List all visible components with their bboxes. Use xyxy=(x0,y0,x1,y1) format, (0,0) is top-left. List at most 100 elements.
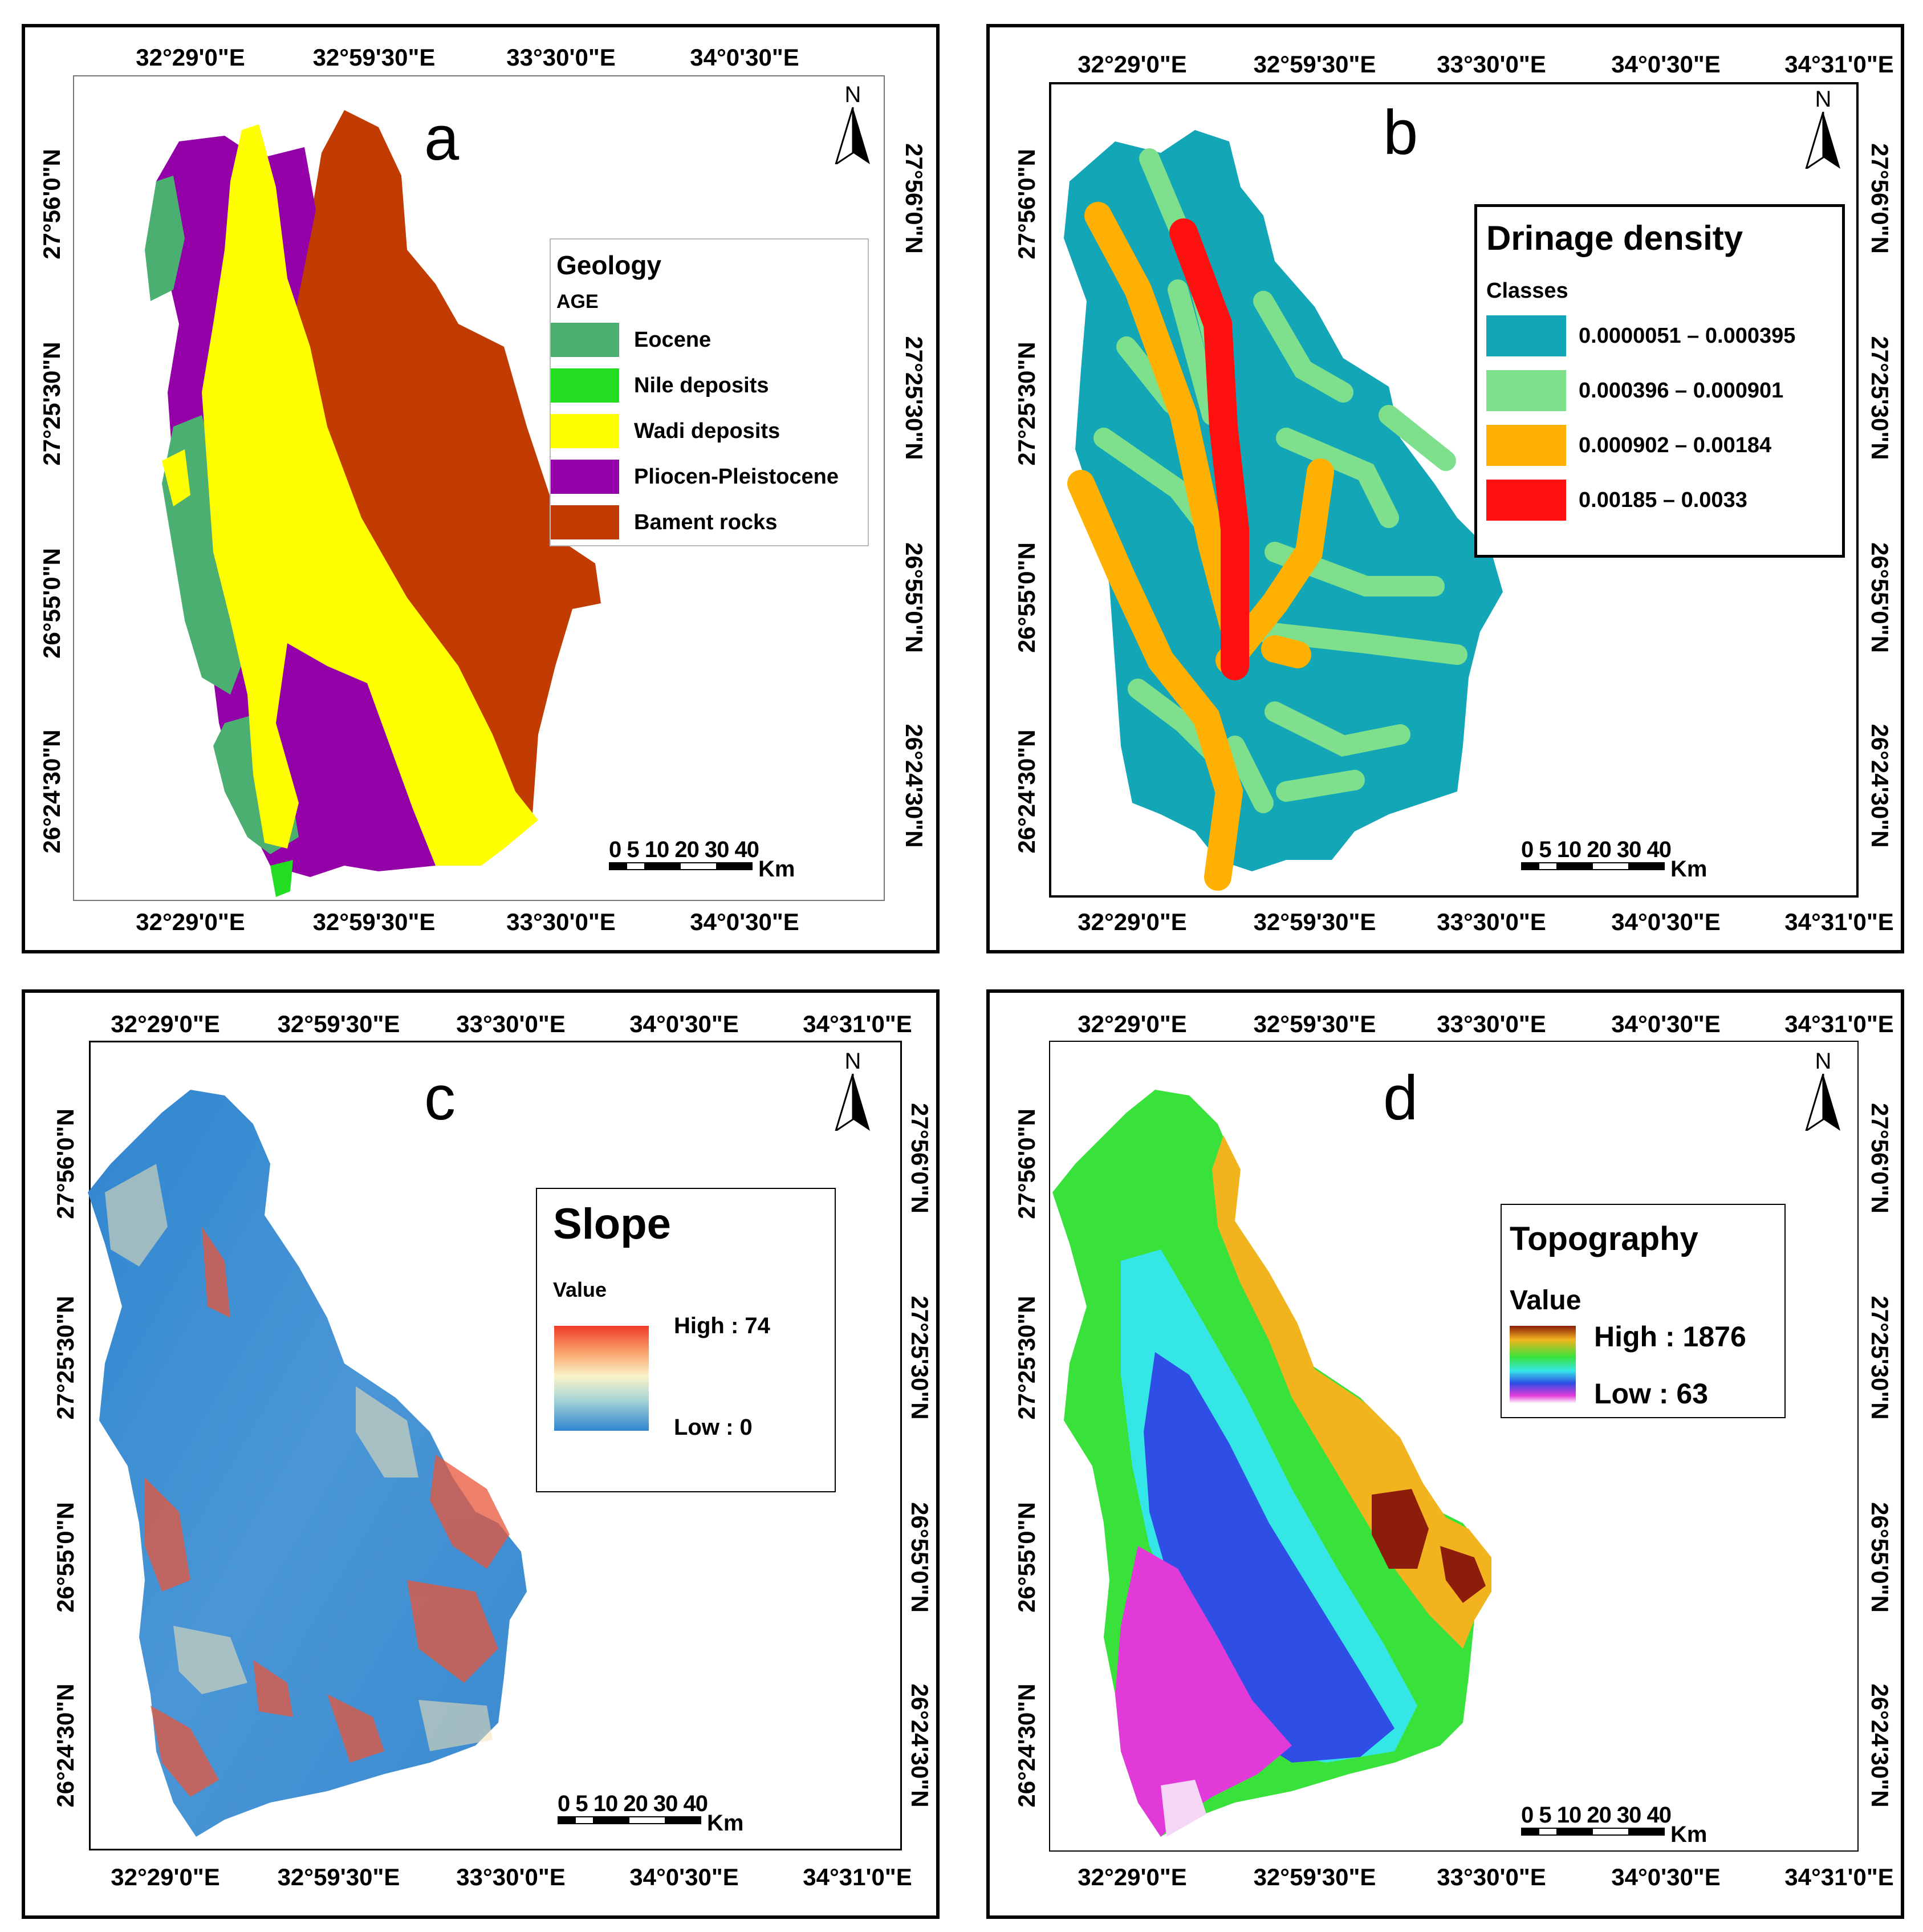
lon-top-a-2: 33°30'0"E xyxy=(506,44,616,71)
slope-map xyxy=(88,1090,527,1837)
lon-bottom-d-2: 33°30'0"E xyxy=(1437,1864,1546,1890)
north-label-b: N xyxy=(1815,87,1832,112)
north-arrow-a: N xyxy=(830,82,876,164)
lat-right-b-1: 27°25'30"N xyxy=(1867,336,1893,460)
scale-bar-a: 0 5 10 20 30 40 Km xyxy=(609,837,795,882)
legend-title: Geology xyxy=(556,250,662,280)
north-label-c: N xyxy=(844,1049,861,1074)
lon-top-d-0: 32°29'0"E xyxy=(1078,1010,1187,1037)
lon-bottom-d-4: 34°31'0"E xyxy=(1784,1864,1894,1890)
lon-bottom-a-0: 32°29'0"E xyxy=(136,908,245,935)
lon-top-c-3: 34°0'30"E xyxy=(629,1010,739,1037)
north-label: N xyxy=(844,82,861,107)
lon-bottom-d-3: 34°0'30"E xyxy=(1611,1864,1721,1890)
lat-right-d-3: 26°24'30"N xyxy=(1867,1683,1893,1808)
lat-right-b-3: 26°24'30"N xyxy=(1867,724,1893,848)
lat-right-c-2: 26°55'0"N xyxy=(906,1502,933,1613)
lat-left-c-2: 26°55'0"N xyxy=(52,1502,79,1613)
lat-left-c-3: 26°24'30"N xyxy=(52,1683,79,1808)
lon-bottom-b-3: 34°0'30"E xyxy=(1611,908,1721,935)
swatch-class-2 xyxy=(1486,370,1566,411)
legend-slope: Slope Value High : 74 Low : 0 xyxy=(536,1188,836,1492)
lon-top-b-0: 32°29'0"E xyxy=(1078,51,1187,78)
legend-topography: Topography Value High : 1876 Low : 63 xyxy=(1501,1204,1786,1418)
north-arrow-c: N xyxy=(830,1049,876,1131)
lat-right-a-3: 26°24'30"N xyxy=(901,724,928,848)
panel-c-slope: 32°29'0"E 32°59'30"E 33°30'0"E 34°0'30"E… xyxy=(22,989,940,1919)
lat-right-c-1: 27°25'30"N xyxy=(906,1296,933,1420)
lat-left-b-0: 27°56'0"N xyxy=(1013,149,1040,259)
very-high-density-channel xyxy=(1169,218,1249,680)
slope-high-label: High : 74 xyxy=(674,1313,770,1338)
slope-color-ramp xyxy=(554,1326,649,1431)
scale-unit-b: Km xyxy=(1670,857,1707,882)
lon-top-b-4: 34°31'0"E xyxy=(1784,51,1894,78)
lon-bottom-b-1: 32°59'30"E xyxy=(1253,908,1376,935)
legend-title-d: Topography xyxy=(1510,1220,1698,1257)
lon-top-d-4: 34°31'0"E xyxy=(1784,1010,1894,1037)
lat-left-d-3: 26°24'30"N xyxy=(1013,1683,1040,1808)
swatch-class-1 xyxy=(1486,315,1566,356)
legend-item-class-3: 0.000902 – 0.00184 xyxy=(1486,425,1771,466)
lat-right-c-0: 27°56'0"N xyxy=(906,1103,933,1213)
lat-right-b-2: 26°55'0"N xyxy=(1867,542,1893,653)
lat-left-c-0: 27°56'0"N xyxy=(52,1109,79,1219)
legend-item-class-1: 0.0000051 – 0.000395 xyxy=(1486,315,1795,356)
basement-rocks-region xyxy=(276,110,601,866)
legend-item-wadi-deposits: Wadi deposits xyxy=(551,414,780,448)
panel-letter-a: a xyxy=(424,103,460,173)
lon-bottom-c-1: 32°59'30"E xyxy=(277,1864,400,1890)
lon-top-b-1: 32°59'30"E xyxy=(1253,51,1376,78)
nile-deposits-region xyxy=(270,860,293,897)
legend-item-class-4: 0.00185 – 0.0033 xyxy=(1486,480,1747,521)
scale-ticks: 0 5 10 20 30 40 xyxy=(609,837,759,862)
scale-bar-b: 0 5 10 20 30 40 Km xyxy=(1521,837,1707,882)
lat-right-d-2: 26°55'0"N xyxy=(1867,1502,1893,1613)
drainage-density-map xyxy=(1064,130,1503,891)
legend-geology: Geology AGE Eocene Nile deposits Wadi de… xyxy=(550,238,869,546)
panel-letter-c: c xyxy=(424,1063,456,1133)
panel-b-drainage-density: 32°29'0"E 32°59'30"E 33°30'0"E 34°0'30"E… xyxy=(986,24,1904,953)
lon-bottom-d-1: 32°59'30"E xyxy=(1253,1864,1376,1890)
lon-top-a-0: 32°29'0"E xyxy=(136,44,245,71)
lon-top-d-2: 33°30'0"E xyxy=(1437,1010,1546,1037)
lon-top-d-1: 32°59'30"E xyxy=(1253,1010,1376,1037)
lon-top-b-3: 34°0'30"E xyxy=(1611,51,1721,78)
legend-item-bament-rocks: Bament rocks xyxy=(551,505,777,539)
swatch-pliocen-pleistocene xyxy=(551,460,619,494)
legend-title-c: Slope xyxy=(553,1200,671,1248)
lat-right-a-0: 27°56'0"N xyxy=(901,143,928,254)
swatch-nile-deposits xyxy=(551,368,619,403)
magenta-lowest-zone xyxy=(1115,1546,1292,1837)
topography-high-label: High : 1876 xyxy=(1594,1321,1746,1353)
panel-letter-d: d xyxy=(1383,1063,1418,1133)
north-arrow-d: N xyxy=(1800,1049,1846,1131)
high-density-channels xyxy=(1067,202,1334,891)
lon-bottom-c-3: 34°0'30"E xyxy=(629,1864,739,1890)
topography-color-ramp xyxy=(1510,1326,1576,1403)
lon-top-c-4: 34°31'0"E xyxy=(803,1010,912,1037)
lon-top-d-3: 34°0'30"E xyxy=(1611,1010,1721,1037)
lat-left-a-2: 26°55'0"N xyxy=(38,548,65,659)
lon-top-c-0: 32°29'0"E xyxy=(111,1010,220,1037)
lat-left-d-0: 27°56'0"N xyxy=(1013,1109,1040,1219)
scale-unit: Km xyxy=(758,857,795,882)
lon-top-a-1: 32°59'30"E xyxy=(312,44,436,71)
lat-left-a-1: 27°25'30"N xyxy=(38,342,65,466)
lat-left-a-3: 26°24'30"N xyxy=(38,729,65,854)
outlet-white-zone xyxy=(1161,1780,1206,1837)
lat-right-d-0: 27°56'0"N xyxy=(1867,1103,1893,1213)
scale-ticks-d: 0 5 10 20 30 40 xyxy=(1521,1803,1672,1828)
scale-unit-d: Km xyxy=(1670,1822,1707,1847)
lon-top-a-3: 34°0'30"E xyxy=(690,44,799,71)
north-label-d: N xyxy=(1815,1049,1832,1074)
lat-left-a-0: 27°56'0"N xyxy=(38,149,65,259)
lon-bottom-b-4: 34°31'0"E xyxy=(1784,908,1894,935)
lat-left-d-2: 26°55'0"N xyxy=(1013,1502,1040,1613)
swatch-class-3 xyxy=(1486,425,1566,466)
lat-left-b-2: 26°55'0"N xyxy=(1013,542,1040,653)
scale-ticks-b: 0 5 10 20 30 40 xyxy=(1521,837,1672,862)
lat-left-b-1: 27°25'30"N xyxy=(1013,342,1040,466)
swatch-class-4 xyxy=(1486,480,1566,521)
lon-top-c-1: 32°59'30"E xyxy=(277,1010,400,1037)
